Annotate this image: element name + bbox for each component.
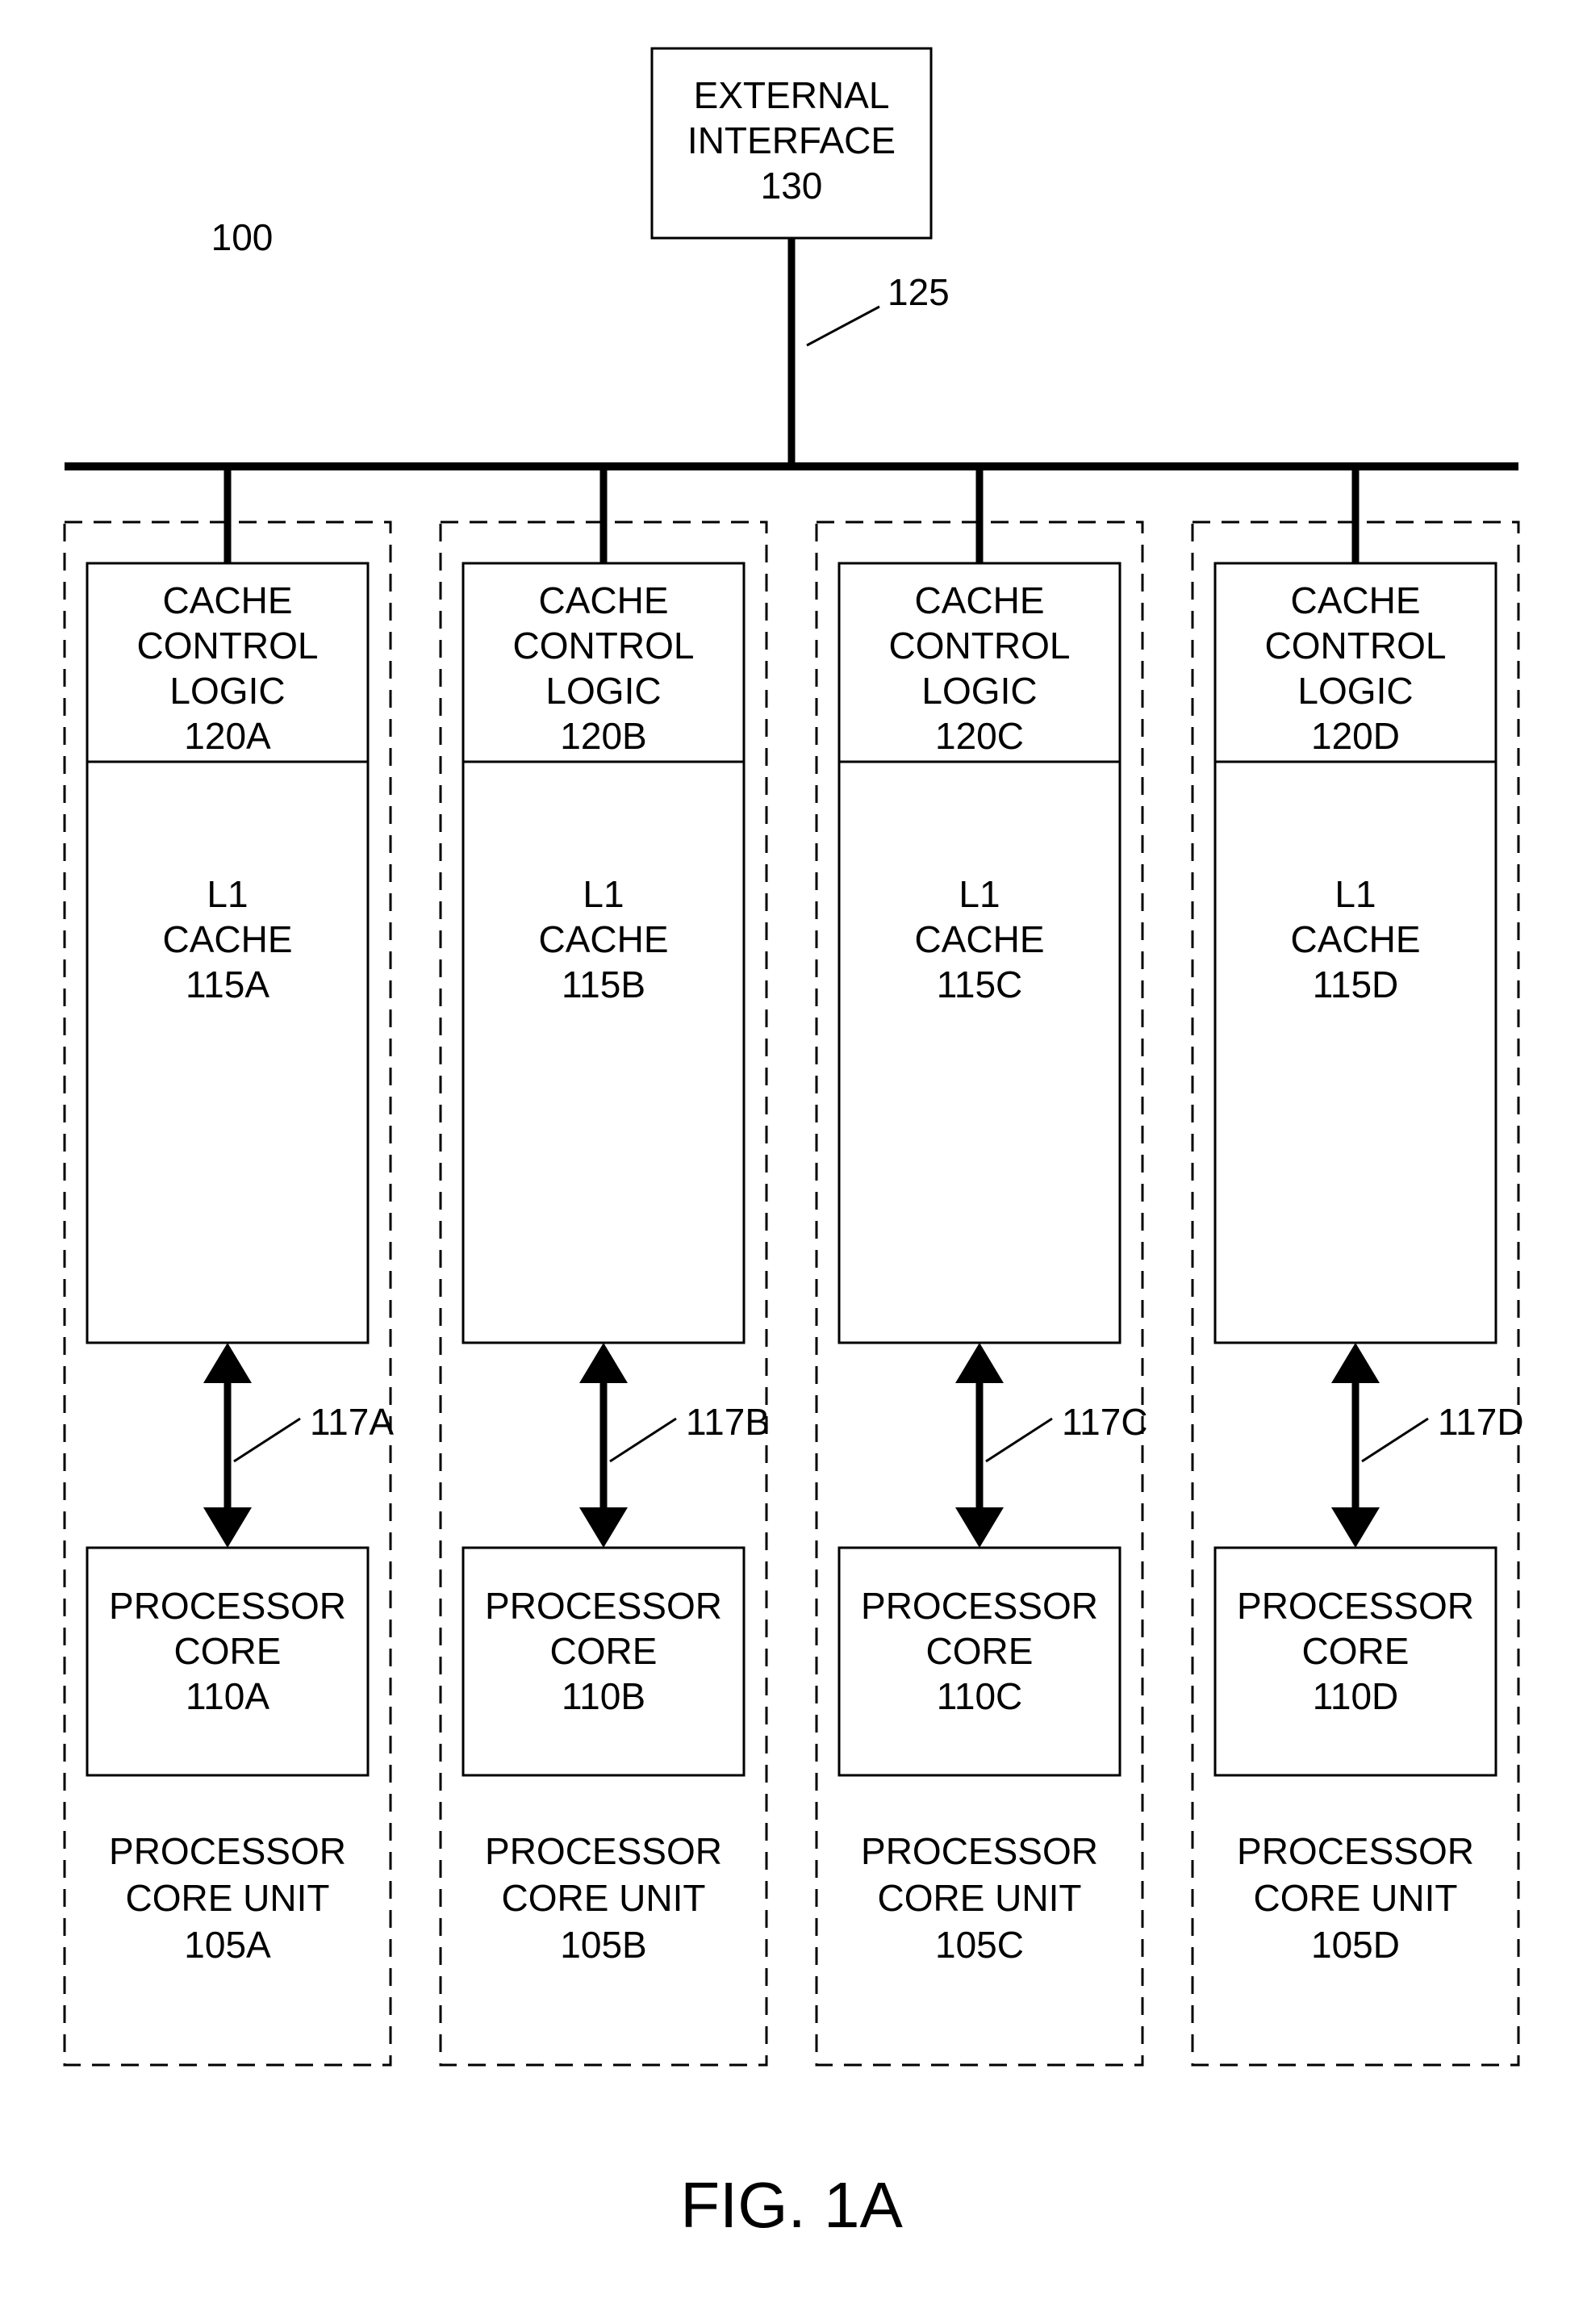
l1-cache-label-A: CACHE (162, 918, 292, 960)
ref-117D-text: 117D (1438, 1401, 1524, 1443)
l1-cache-label-C: L1 (959, 873, 1000, 915)
arrow-117D-head-down (1331, 1507, 1380, 1548)
l1-cache-label-D: L1 (1334, 873, 1376, 915)
processor-core-label-B: CORE (550, 1630, 658, 1672)
arrow-117B-head-up (579, 1343, 628, 1383)
ref-117B-text: 117B (686, 1401, 770, 1443)
l1-cache-box-A (87, 762, 368, 1343)
arrow-117B-head-down (579, 1507, 628, 1548)
processor-core-label-D: PROCESSOR (1237, 1585, 1474, 1627)
core-unit-label-B: PROCESSOR (485, 1830, 722, 1872)
ref-117D-lead (1362, 1419, 1428, 1461)
processor-core-label-D: CORE (1302, 1630, 1410, 1672)
l1-cache-box-D (1215, 762, 1496, 1343)
l1-cache-box-B (463, 762, 744, 1343)
core-unit-label-D: 105D (1311, 1924, 1400, 1966)
processor-core-label-A: PROCESSOR (109, 1585, 346, 1627)
core-unit-label-B: 105B (560, 1924, 646, 1966)
l1-cache-label-B: CACHE (538, 918, 668, 960)
system-ref-100: 100 (211, 216, 274, 258)
l1-cache-label-A: L1 (207, 873, 248, 915)
core-unit-label-A: CORE UNIT (126, 1877, 330, 1919)
l1-cache-label-C: CACHE (914, 918, 1044, 960)
cache-control-logic-label-C: LOGIC (921, 670, 1037, 712)
processor-core-label-C: CORE (926, 1630, 1034, 1672)
external-interface-label: 130 (761, 165, 823, 207)
processor-core-label-C: PROCESSOR (861, 1585, 1098, 1627)
processor-core-label-B: PROCESSOR (485, 1585, 722, 1627)
processor-core-label-A: CORE (174, 1630, 282, 1672)
l1-cache-box-C (839, 762, 1120, 1343)
cache-control-logic-label-D: 120D (1311, 715, 1400, 757)
cache-control-logic-label-B: CONTROL (513, 625, 695, 667)
cache-control-logic-label-D: CACHE (1290, 579, 1420, 621)
l1-cache-label-C: 115C (937, 963, 1023, 1005)
ref-117A-lead (234, 1419, 300, 1461)
cache-control-logic-label-C: CACHE (914, 579, 1044, 621)
cache-control-logic-label-B: CACHE (538, 579, 668, 621)
l1-cache-label-D: 115D (1313, 963, 1399, 1005)
processor-core-label-B: 110B (562, 1675, 645, 1717)
processor-core-label-A: 110A (186, 1675, 269, 1717)
arrow-117A-head-up (203, 1343, 252, 1383)
ref-125-lead (807, 307, 879, 345)
l1-cache-label-B: 115B (562, 963, 645, 1005)
arrow-117A-head-down (203, 1507, 252, 1548)
processor-core-label-D: 110D (1313, 1675, 1399, 1717)
figure-caption: FIG. 1A (680, 2169, 903, 2241)
cache-control-logic-label-A: LOGIC (169, 670, 285, 712)
cache-control-logic-label-A: CACHE (162, 579, 292, 621)
core-unit-label-D: PROCESSOR (1237, 1830, 1474, 1872)
arrow-117C-head-up (955, 1343, 1004, 1383)
cache-control-logic-label-A: CONTROL (137, 625, 319, 667)
cache-control-logic-label-B: LOGIC (545, 670, 661, 712)
ref-117B-lead (610, 1419, 676, 1461)
cache-control-logic-label-D: LOGIC (1297, 670, 1413, 712)
core-unit-label-D: CORE UNIT (1254, 1877, 1458, 1919)
cache-control-logic-label-B: 120B (560, 715, 646, 757)
ref-117C-lead (986, 1419, 1052, 1461)
l1-cache-label-D: CACHE (1290, 918, 1420, 960)
external-interface-label: INTERFACE (687, 119, 896, 161)
cache-control-logic-label-D: CONTROL (1265, 625, 1447, 667)
processor-core-label-C: 110C (937, 1675, 1023, 1717)
external-interface-label: EXTERNAL (694, 74, 890, 116)
ref-125-text: 125 (888, 271, 950, 313)
cache-control-logic-label-A: 120A (184, 715, 271, 757)
l1-cache-label-B: L1 (583, 873, 624, 915)
cache-control-logic-label-C: 120C (935, 715, 1024, 757)
core-unit-label-C: PROCESSOR (861, 1830, 1098, 1872)
core-unit-label-B: CORE UNIT (502, 1877, 706, 1919)
core-unit-label-C: 105C (935, 1924, 1024, 1966)
core-unit-label-A: 105A (184, 1924, 271, 1966)
arrow-117C-head-down (955, 1507, 1004, 1548)
core-unit-label-C: CORE UNIT (878, 1877, 1082, 1919)
ref-117C-text: 117C (1062, 1401, 1148, 1443)
cache-control-logic-label-C: CONTROL (889, 625, 1071, 667)
arrow-117D-head-up (1331, 1343, 1380, 1383)
l1-cache-label-A: 115A (186, 963, 269, 1005)
diagram-canvas: EXTERNALINTERFACE130100125CACHECONTROLLO… (0, 0, 1583, 2324)
core-unit-label-A: PROCESSOR (109, 1830, 346, 1872)
ref-117A-text: 117A (310, 1401, 394, 1443)
